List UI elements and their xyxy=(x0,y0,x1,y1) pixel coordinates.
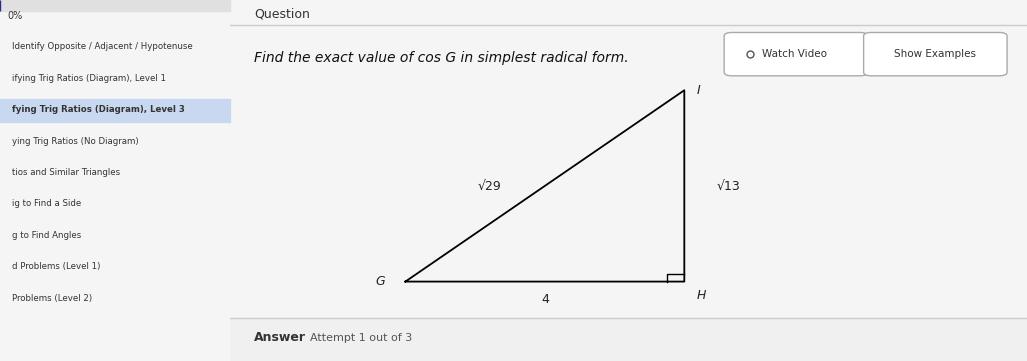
Text: Question: Question xyxy=(254,8,310,21)
Text: Watch Video: Watch Video xyxy=(762,49,828,59)
Text: ig to Find a Side: ig to Find a Side xyxy=(11,200,81,208)
Text: 0%: 0% xyxy=(7,11,23,21)
FancyBboxPatch shape xyxy=(864,32,1007,76)
Text: √13: √13 xyxy=(716,179,739,192)
Text: ying Trig Ratios (No Diagram): ying Trig Ratios (No Diagram) xyxy=(11,137,138,145)
Bar xyxy=(0,99,230,122)
Text: Attempt 1 out of 3: Attempt 1 out of 3 xyxy=(310,332,412,343)
Text: tios and Similar Triangles: tios and Similar Triangles xyxy=(11,168,119,177)
Text: H: H xyxy=(696,289,706,302)
Text: 4: 4 xyxy=(541,293,548,306)
Text: fying Trig Ratios (Diagram), Level 3: fying Trig Ratios (Diagram), Level 3 xyxy=(11,105,185,114)
Bar xyxy=(0,0,230,11)
Text: I: I xyxy=(696,84,700,97)
Bar xyxy=(230,318,1027,361)
Text: d Problems (Level 1): d Problems (Level 1) xyxy=(11,262,100,271)
Text: Show Examples: Show Examples xyxy=(895,49,977,59)
Text: G: G xyxy=(376,275,385,288)
Text: √29: √29 xyxy=(478,179,501,192)
Text: ifying Trig Ratios (Diagram), Level 1: ifying Trig Ratios (Diagram), Level 1 xyxy=(11,74,165,83)
Text: Answer: Answer xyxy=(254,331,306,344)
Text: g to Find Angles: g to Find Angles xyxy=(11,231,81,240)
Text: Identify Opposite / Adjacent / Hypotenuse: Identify Opposite / Adjacent / Hypotenus… xyxy=(11,43,192,51)
Text: Problems (Level 2): Problems (Level 2) xyxy=(11,294,91,303)
FancyBboxPatch shape xyxy=(724,32,868,76)
Text: Find the exact value of cos G in simplest radical form.: Find the exact value of cos G in simples… xyxy=(254,51,629,65)
